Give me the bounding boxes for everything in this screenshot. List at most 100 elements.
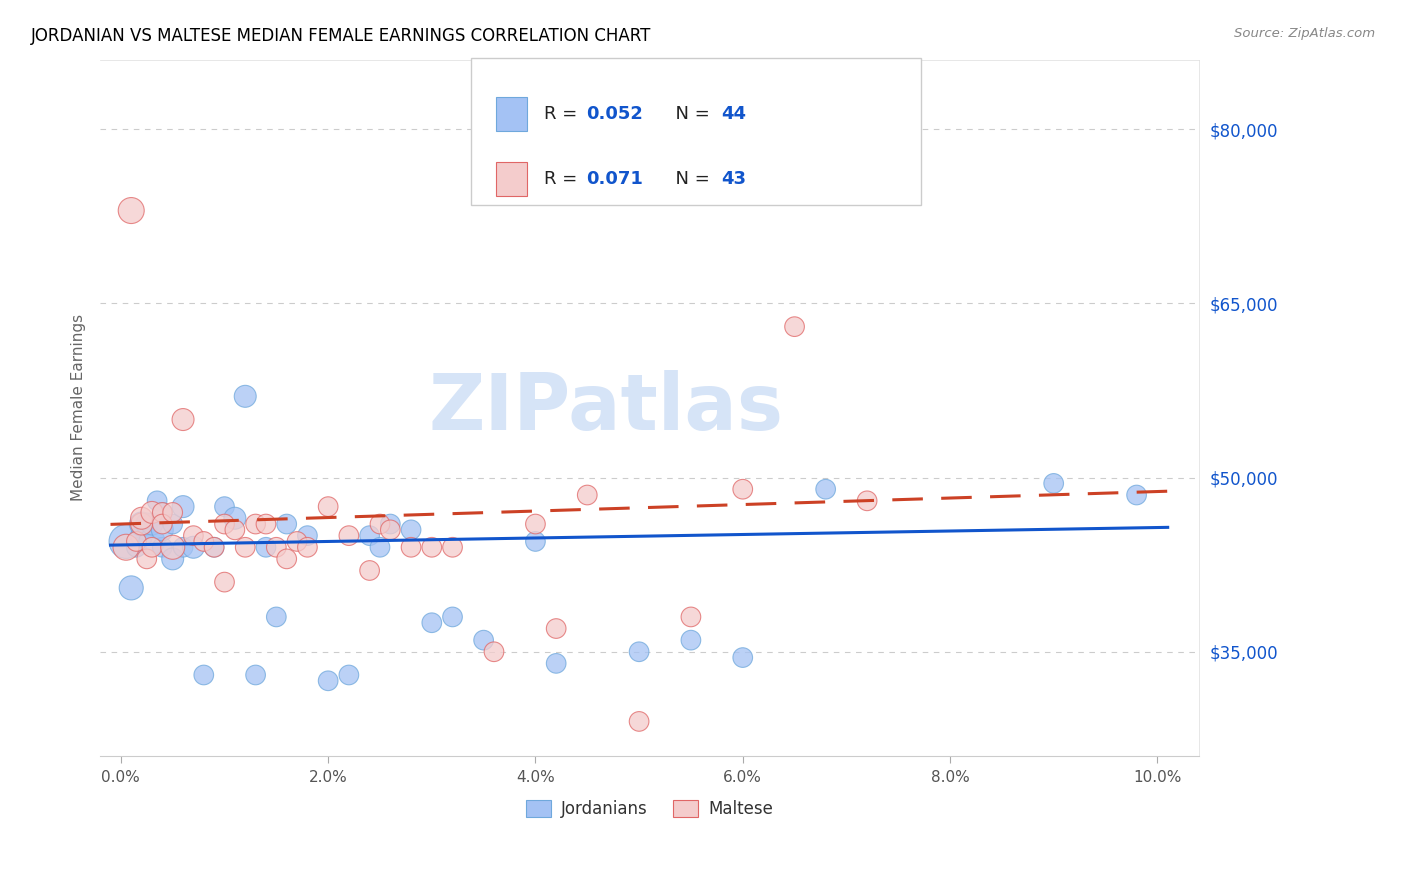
Point — [141, 505, 163, 519]
Point — [368, 541, 391, 555]
Point — [233, 541, 256, 555]
Text: 43: 43 — [721, 169, 747, 187]
Point — [254, 516, 277, 531]
Point — [162, 552, 184, 566]
Point — [441, 610, 464, 624]
Text: JORDANIAN VS MALTESE MEDIAN FEMALE EARNINGS CORRELATION CHART: JORDANIAN VS MALTESE MEDIAN FEMALE EARNI… — [31, 27, 651, 45]
Point — [146, 493, 169, 508]
Point — [628, 714, 651, 729]
Point — [214, 500, 236, 514]
Point — [368, 516, 391, 531]
Point — [150, 516, 173, 531]
Point — [576, 488, 599, 502]
Point — [115, 541, 138, 555]
Point — [546, 657, 568, 671]
Point — [266, 610, 288, 624]
Point — [399, 523, 422, 537]
Point — [150, 505, 173, 519]
Point — [316, 500, 339, 514]
Point — [731, 482, 754, 496]
Point — [120, 581, 142, 595]
Point — [183, 529, 205, 543]
Point — [131, 516, 153, 531]
Text: 0.071: 0.071 — [586, 169, 643, 187]
Y-axis label: Median Female Earnings: Median Female Earnings — [72, 314, 86, 501]
Point — [254, 541, 277, 555]
Point — [224, 523, 246, 537]
Point — [316, 673, 339, 688]
Point — [125, 541, 148, 555]
Point — [285, 534, 308, 549]
Point — [172, 541, 194, 555]
Point — [679, 633, 702, 648]
Point — [202, 541, 225, 555]
Point — [150, 523, 173, 537]
Point — [224, 511, 246, 525]
Text: R =: R = — [544, 105, 583, 123]
Point — [297, 541, 319, 555]
Point — [193, 534, 215, 549]
Point — [162, 505, 184, 519]
Point — [783, 319, 806, 334]
Point — [546, 622, 568, 636]
Point — [856, 493, 879, 508]
Point — [420, 541, 443, 555]
Point — [814, 482, 837, 496]
Point — [276, 552, 298, 566]
Text: 0.052: 0.052 — [586, 105, 643, 123]
Point — [482, 645, 505, 659]
Point — [150, 505, 173, 519]
Text: N =: N = — [664, 169, 716, 187]
Point — [245, 668, 267, 682]
Point — [524, 534, 547, 549]
Point — [337, 668, 360, 682]
Point — [380, 516, 402, 531]
Text: ZIPatlas: ZIPatlas — [427, 370, 783, 446]
Point — [172, 500, 194, 514]
Point — [399, 541, 422, 555]
Point — [141, 516, 163, 531]
Point — [141, 541, 163, 555]
Legend: Jordanians, Maltese: Jordanians, Maltese — [519, 793, 779, 824]
Point — [214, 575, 236, 590]
Point — [135, 516, 157, 531]
Point — [359, 564, 381, 578]
Point — [420, 615, 443, 630]
Point — [193, 668, 215, 682]
Point — [172, 412, 194, 426]
Point — [141, 534, 163, 549]
Point — [183, 541, 205, 555]
Point — [162, 541, 184, 555]
Point — [276, 516, 298, 531]
Point — [266, 541, 288, 555]
Point — [131, 516, 153, 531]
Point — [202, 541, 225, 555]
Point — [214, 516, 236, 531]
Text: N =: N = — [664, 105, 716, 123]
Point — [120, 203, 142, 218]
Point — [131, 529, 153, 543]
Point — [1125, 488, 1147, 502]
Point — [337, 529, 360, 543]
Point — [731, 650, 754, 665]
Point — [1042, 476, 1064, 491]
Text: Source: ZipAtlas.com: Source: ZipAtlas.com — [1234, 27, 1375, 40]
Point — [245, 516, 267, 531]
Point — [297, 529, 319, 543]
Point — [115, 534, 138, 549]
Point — [359, 529, 381, 543]
Point — [679, 610, 702, 624]
Point — [135, 552, 157, 566]
Text: 44: 44 — [721, 105, 747, 123]
Point — [628, 645, 651, 659]
Point — [233, 389, 256, 403]
Point — [380, 523, 402, 537]
Point — [125, 534, 148, 549]
Point — [131, 511, 153, 525]
Point — [150, 541, 173, 555]
Text: R =: R = — [544, 169, 583, 187]
Point — [472, 633, 495, 648]
Point — [162, 516, 184, 531]
Point — [441, 541, 464, 555]
Point — [524, 516, 547, 531]
